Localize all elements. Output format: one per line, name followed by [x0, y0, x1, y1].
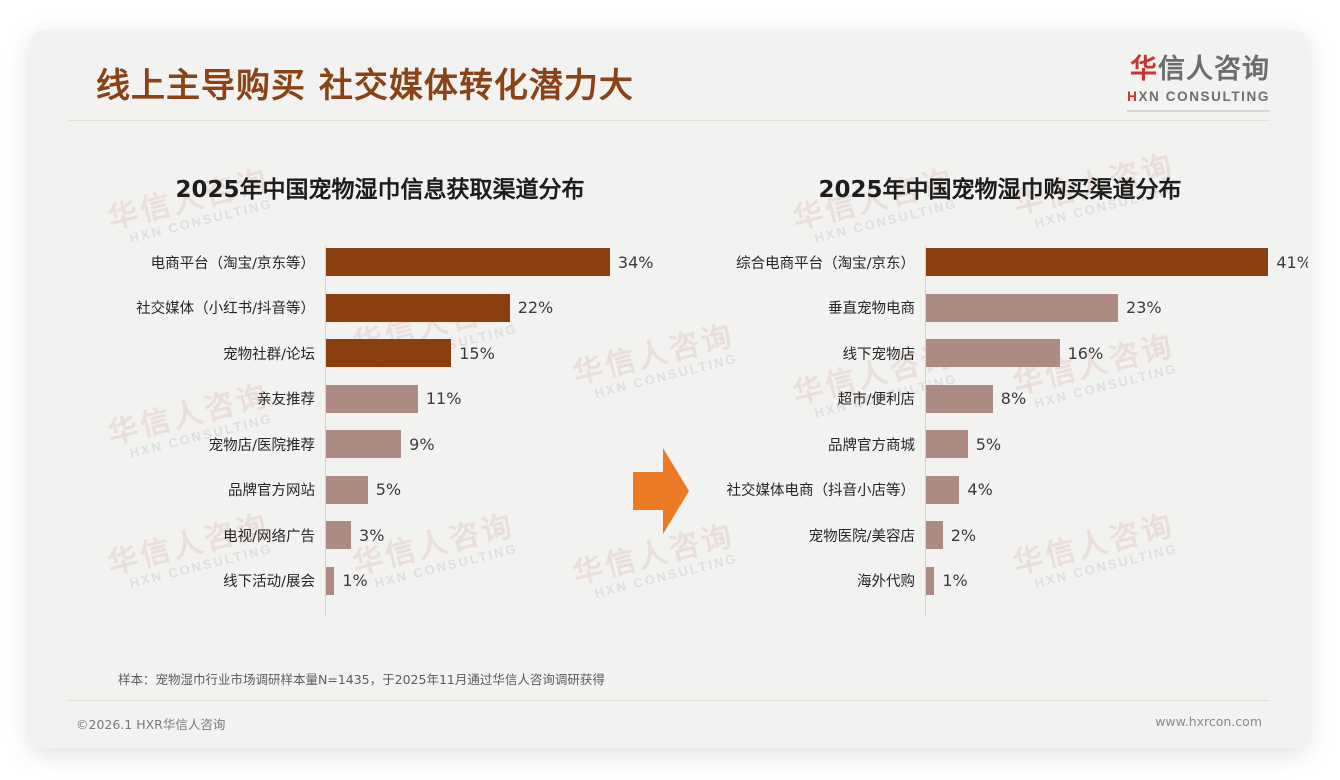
- y-axis-line-right: [925, 246, 926, 616]
- bar-category-label: 线下宠物店: [842, 346, 916, 363]
- company-logo: 华信人咨询 HXN CONSULTING: [1127, 56, 1270, 112]
- bar-value-label: 34%: [617, 252, 654, 272]
- bar: [326, 566, 335, 595]
- bar-value-label: 1%: [342, 571, 368, 590]
- logo-en-gray: XN CONSULTING: [1138, 89, 1270, 104]
- bar-category-label: 品牌官方商城: [828, 437, 915, 454]
- logo-en-red: H: [1127, 89, 1139, 104]
- bar-row: 垂直宠物电商 23%: [690, 293, 1290, 322]
- bar-category-label: 亲友推荐: [257, 392, 315, 408]
- bar-category-label: 电商平台（淘宝/京东等）: [150, 255, 315, 272]
- page-title: 线上主导购买 社交媒体转化潜力大: [96, 66, 634, 106]
- bar-category-label: 社交媒体电商（抖音小店等）: [726, 483, 916, 499]
- header-divider: [68, 120, 1270, 121]
- bar-row: 社交媒体电商（抖音小店等） 4%: [690, 475, 1290, 504]
- bar-row: 社交媒体（小红书/抖音等） 22%: [90, 293, 690, 322]
- footer-divider: [68, 700, 1270, 701]
- bar-category-label: 宠物社群/论坛: [223, 346, 315, 363]
- bar-row: 品牌官方网站 5%: [90, 475, 690, 504]
- bar-row: 超市/便利店 8%: [690, 384, 1290, 413]
- bar-row: 线下活动/展会 1%: [90, 566, 690, 595]
- bar-row: 电视/网络广告 3%: [90, 521, 690, 549]
- bar-category-label: 综合电商平台（淘宝/京东）: [736, 255, 915, 272]
- bar-row: 亲友推荐 11%: [90, 384, 690, 413]
- logo-cn-red: 华: [1130, 54, 1158, 85]
- logo-cn-gray: 信人咨询: [1158, 54, 1270, 85]
- website-link[interactable]: www.hxrcon.com: [1155, 714, 1262, 729]
- chart-panel-purchase-channel: 2025年中国宠物湿巾购买渠道分布 综合电商平台（淘宝/京东） 41% 垂直宠物电商…: [690, 170, 1308, 616]
- chart-panel-info-channel: 2025年中国宠物湿巾信息获取渠道分布 电商平台（淘宝/京东等） 34% 社交媒体（…: [90, 170, 690, 616]
- chart-title-left: 2025年中国宠物湿巾信息获取渠道分布: [175, 177, 585, 203]
- bar: [926, 339, 1060, 367]
- bar-row: 品牌官方商城 5%: [690, 430, 1290, 458]
- bar: [326, 521, 352, 549]
- bar-value-label: 5%: [975, 434, 1002, 454]
- bar: [326, 384, 418, 413]
- bar-category-label: 宠物店/医院推荐: [208, 437, 315, 454]
- slide-footer: ©2026.1 HXR华信人咨询 www.hxrcon.com: [30, 701, 1308, 748]
- slide-card: 华信人咨询 HXN CONSULTING 华信人咨询 HXN CONSULTING 华信…: [30, 30, 1308, 748]
- bar-value-label: 22%: [517, 298, 554, 317]
- bar-category-label: 电视/网络广告: [223, 528, 315, 545]
- bar-category-label: 社交媒体（小红书/抖音等）: [136, 301, 315, 317]
- copyright-text: ©2026.1 HXR华信人咨询: [76, 717, 226, 732]
- bar-value-label: 16%: [1067, 343, 1104, 363]
- plot-area-left: 电商平台（淘宝/京东等） 34% 社交媒体（小红书/抖音等） 22% 宠物社群/论坛 15…: [90, 246, 690, 616]
- bar-category-label: 宠物医院/美容店: [808, 528, 915, 545]
- bar: [926, 248, 1269, 276]
- slide-header: 线上主导购买 社交媒体转化潜力大 华信人咨询 HXN CONSULTING: [30, 30, 1308, 121]
- bar: [926, 293, 1119, 322]
- bar-row: 电商平台（淘宝/京东等） 34%: [90, 248, 690, 276]
- bar-value-label: 15%: [459, 343, 495, 363]
- bar: [926, 430, 968, 458]
- bar-row: 海外代购 1%: [690, 566, 1290, 595]
- plot-area-right: 综合电商平台（淘宝/京东） 41% 垂直宠物电商 23% 线下宠物店 16% 超市/便利店 8…: [690, 246, 1308, 616]
- bar-value-label: 41%: [1276, 252, 1308, 272]
- logo-english-text: HXN CONSULTING: [1127, 90, 1270, 104]
- bar-value-label: 8%: [1000, 389, 1027, 408]
- bar-value-label: 3%: [359, 525, 385, 545]
- logo-underline: [1127, 109, 1270, 112]
- bar: [326, 430, 402, 458]
- bar-value-label: 2%: [950, 525, 977, 545]
- bar-row: 线下宠物店 16%: [690, 339, 1290, 367]
- source-note: 样本：宠物湿巾行业市场调研样本量N=1435，于2025年11月通过华信人咨询调…: [118, 672, 605, 687]
- bar-category-label: 超市/便利店: [837, 392, 915, 408]
- bar-value-label: 9%: [409, 434, 435, 454]
- y-axis-line-left: [325, 246, 326, 616]
- bar: [926, 384, 993, 413]
- bar: [326, 475, 368, 504]
- bar-category-label: 垂直宠物电商: [828, 301, 915, 317]
- bar-value-label: 1%: [942, 571, 968, 590]
- chart-title-right: 2025年中国宠物湿巾购买渠道分布: [818, 177, 1182, 203]
- bar-value-label: 4%: [967, 480, 993, 499]
- bar: [926, 521, 943, 549]
- bar-row: 宠物店/医院推荐 9%: [90, 430, 690, 458]
- bar: [926, 566, 935, 595]
- bar: [326, 293, 510, 322]
- bar-value-label: 5%: [375, 480, 402, 499]
- bar-value-label: 11%: [425, 389, 462, 408]
- bar: [326, 339, 452, 367]
- bar: [926, 475, 960, 504]
- bar: [326, 248, 610, 276]
- bar-category-label: 线下活动/展会: [223, 574, 315, 590]
- bar-row: 综合电商平台（淘宝/京东） 41%: [690, 248, 1308, 276]
- logo-chinese-text: 华信人咨询: [1127, 56, 1270, 83]
- bar-value-label: 23%: [1126, 298, 1162, 317]
- bar-row: 宠物医院/美容店 2%: [690, 521, 1290, 549]
- bar-row: 宠物社群/论坛 15%: [90, 339, 690, 367]
- bar-category-label: 海外代购: [857, 574, 915, 590]
- bar-category-label: 品牌官方网站: [228, 483, 315, 499]
